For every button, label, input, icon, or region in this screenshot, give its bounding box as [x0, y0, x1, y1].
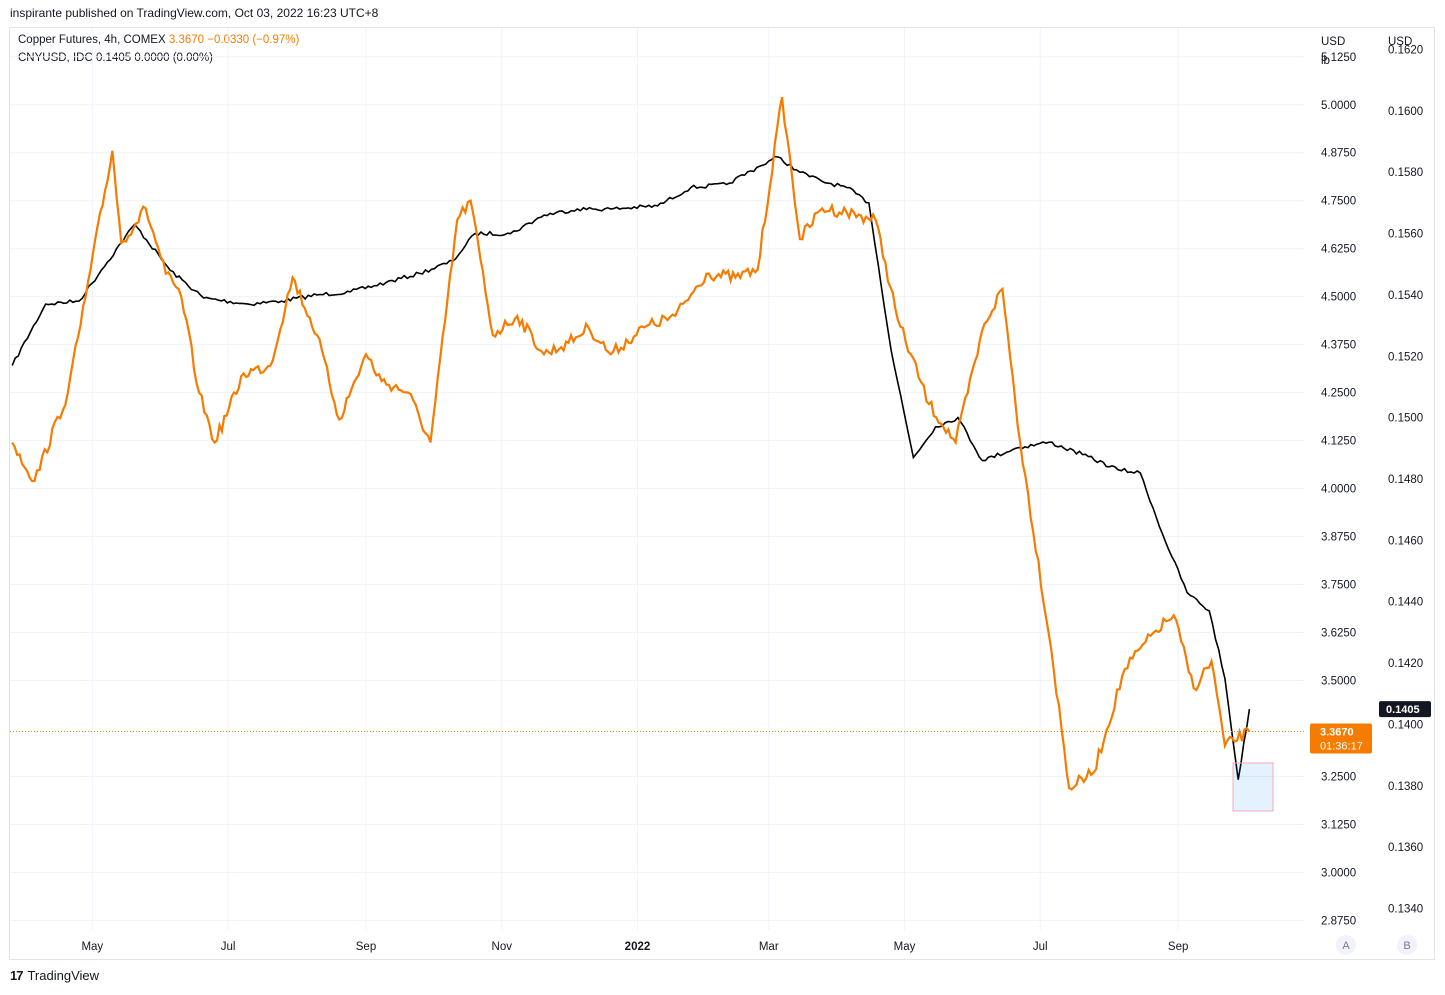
scale-a-button-label: A [1342, 940, 1350, 952]
legend-cny-change: 0.0000 (0.00%) [134, 52, 213, 64]
y-left-tick-label: 3.2500 [1321, 771, 1356, 783]
y-right-tick-label: 0.1360 [1388, 842, 1423, 854]
x-tick-label: 2022 [625, 941, 651, 953]
highlight-rectangle [1232, 762, 1274, 812]
y-left-tick-label: 3.7500 [1321, 580, 1356, 592]
x-tick-label: Sep [356, 941, 376, 953]
scale-a-button[interactable] [1336, 935, 1356, 955]
x-tick-label: Jul [221, 941, 236, 953]
y-left-tick-label: 4.1250 [1321, 436, 1356, 448]
legend-copper-change: −0.0330 (−0.97%) [207, 34, 300, 46]
x-tick-label: May [81, 941, 103, 953]
publisher-line: inspirante published on TradingView.com,… [10, 6, 379, 20]
series-line-copper[interactable] [11, 96, 1251, 791]
y-left-tick-label: 4.2500 [1321, 388, 1356, 400]
y-left-tick-label: 3.5000 [1321, 676, 1356, 688]
y-left-tick-label: 4.8750 [1321, 148, 1356, 160]
legend-copper-value: 3.3670 [168, 34, 205, 46]
series-layer [10, 96, 1305, 812]
cny-price-badge [1379, 701, 1431, 718]
y-right-tick-label: 0.1580 [1388, 167, 1423, 179]
x-tick-label: Mar [759, 941, 779, 953]
y-left-tick-label: 5.0000 [1321, 100, 1356, 112]
legend-cny-value: 0.1405 [95, 52, 132, 64]
legend-copper-name: Copper Futures, 4h, COMEX [18, 34, 166, 46]
badge-layer: 3.3670 01:36:17 0.1405 [1310, 701, 1431, 754]
y-right-tick-label: 0.1420 [1388, 658, 1423, 670]
y-right-tick-label: 0.1500 [1388, 413, 1423, 425]
left-scale-unit-lb: lb [1321, 55, 1330, 67]
footer-brand-name: TradingView [27, 968, 100, 983]
y-right-tick-label: 0.1480 [1388, 474, 1423, 486]
y-left-tick-label: 4.0000 [1321, 484, 1356, 496]
y-right-tick-label: 0.1400 [1388, 719, 1423, 731]
y-left-tick-label: 4.3750 [1321, 340, 1356, 352]
series-line-cnyusd[interactable] [11, 155, 1251, 780]
scale-b-button[interactable] [1397, 935, 1417, 955]
y-right-tick-label: 0.1340 [1388, 904, 1423, 916]
left-scale-unit: USD [1321, 36, 1345, 48]
chart-frame [9, 27, 1435, 960]
y-right-tick-label: 0.1600 [1388, 106, 1423, 118]
y-right-tick-label: 0.1460 [1388, 535, 1423, 547]
scale-b-button-label: B [1403, 940, 1410, 952]
right-scale-unit: USD [1388, 36, 1412, 48]
y-left-tick-label: 4.7500 [1321, 196, 1356, 208]
copper-price-badge-value: 3.3670 [1320, 727, 1354, 739]
tradingview-logo-icon: 17 [10, 968, 24, 983]
y-left-tick-label: 4.6250 [1321, 244, 1356, 256]
y-left-tick-label: 3.0000 [1321, 867, 1356, 879]
x-tick-label: Jul [1033, 941, 1048, 953]
x-tick-label: May [894, 941, 916, 953]
y-right-tick-label: 0.1560 [1388, 229, 1423, 241]
y-left-tick-label: 4.5000 [1321, 292, 1356, 304]
axis-layer: May Jul Sep Nov 2022 Mar May Jul Sep 5.1250 5.0000… [81, 36, 1423, 955]
legend-cny[interactable]: CNYUSD, IDC 0.1405 0.0000 (0.00%) [18, 52, 213, 64]
y-left-tick-label: 2.8750 [1321, 915, 1356, 927]
legend-cny-name: CNYUSD, IDC [18, 52, 93, 64]
legend-copper[interactable]: Copper Futures, 4h, COMEX 3.3670 −0.0330… [18, 34, 299, 46]
x-tick-label: Sep [1168, 941, 1188, 953]
y-right-tick-label: 0.1380 [1388, 781, 1423, 793]
y-left-tick-label: 5.1250 [1321, 52, 1356, 64]
y-right-tick-label: 0.1520 [1388, 351, 1423, 363]
y-left-tick-label: 3.8750 [1321, 532, 1356, 544]
x-tick-label: Nov [492, 941, 513, 953]
y-right-tick-label: 0.1620 [1388, 44, 1423, 56]
cny-price-badge-value: 0.1405 [1386, 704, 1420, 716]
copper-price-badge-timer: 01:36:17 [1320, 741, 1363, 753]
y-right-tick-label: 0.1440 [1388, 597, 1423, 609]
footer-brand[interactable]: 17 TradingView [10, 968, 99, 983]
y-left-tick-label: 3.1250 [1321, 819, 1356, 831]
y-right-tick-label: 0.1540 [1388, 290, 1423, 302]
y-left-tick-label: 3.6250 [1321, 628, 1356, 640]
copper-price-badge [1310, 723, 1372, 754]
grid-lines [10, 28, 1305, 930]
